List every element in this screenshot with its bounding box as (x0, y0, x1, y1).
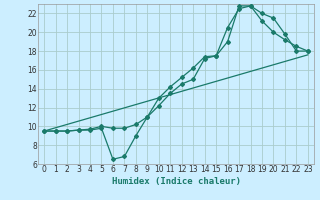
X-axis label: Humidex (Indice chaleur): Humidex (Indice chaleur) (111, 177, 241, 186)
